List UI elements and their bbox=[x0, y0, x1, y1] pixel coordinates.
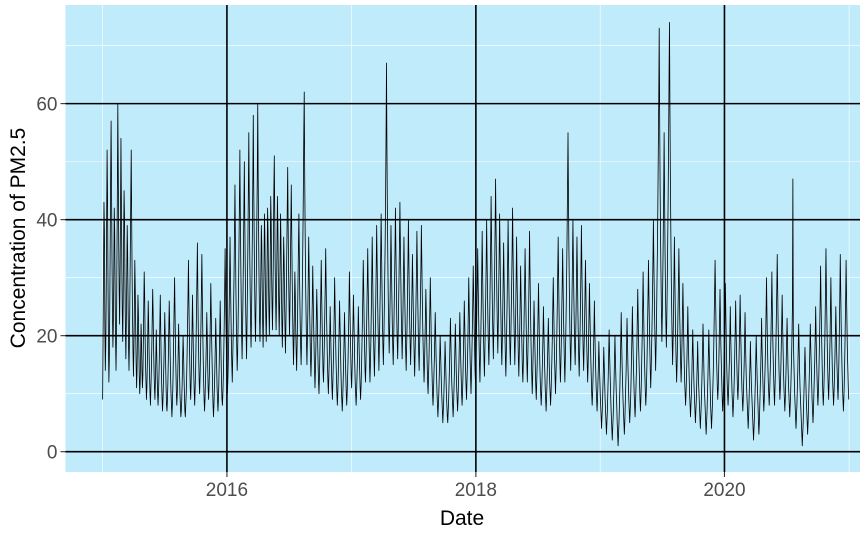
y-tick-label: 40 bbox=[36, 211, 57, 232]
y-tick-label: 0 bbox=[47, 443, 58, 464]
y-tick-label: 20 bbox=[36, 327, 57, 348]
y-axis-ticks: 0 20 40 60 bbox=[36, 95, 66, 464]
x-tick-label: 2020 bbox=[703, 480, 745, 501]
x-tick-label: 2016 bbox=[206, 480, 248, 501]
pm25-series-line bbox=[102, 22, 850, 447]
major-grid bbox=[65, 5, 860, 472]
y-axis-title: Concentration of PM2.5 bbox=[7, 128, 30, 349]
y-tick-label: 60 bbox=[36, 95, 57, 116]
x-axis-ticks: 2016 2018 2020 bbox=[206, 472, 746, 501]
x-axis-title: Date bbox=[440, 507, 484, 530]
x-tick-label: 2018 bbox=[455, 480, 497, 501]
